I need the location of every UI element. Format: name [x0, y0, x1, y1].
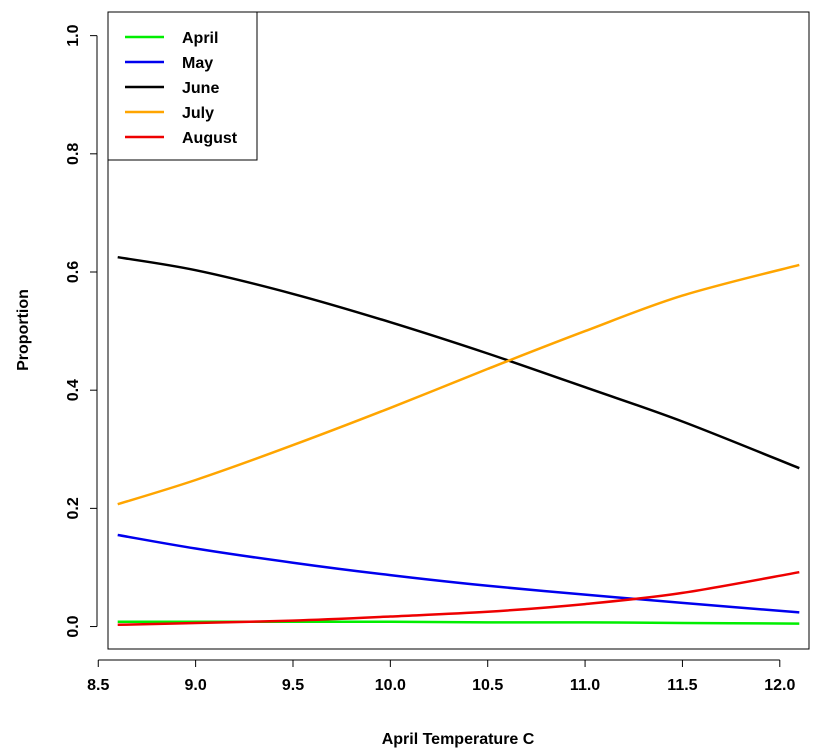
- x-tick-label: 12.0: [764, 677, 795, 694]
- series-line-july: [117, 263, 800, 506]
- x-tick-label: 11.5: [667, 677, 697, 694]
- x-axis-label: April Temperature C: [382, 731, 535, 748]
- legend: April May June July August: [107, 11, 258, 161]
- y-tick-label: 0.4: [65, 379, 82, 401]
- y-tick-label: 1.0: [65, 24, 82, 46]
- y-axis: 0.0 0.2 0.4 0.6 0.8 1.0: [65, 24, 98, 638]
- y-tick-label: 0.2: [65, 497, 82, 519]
- legend-label-may: May: [182, 55, 213, 72]
- x-tick-label: 9.0: [185, 677, 207, 694]
- series-line-may: [117, 533, 800, 614]
- y-tick-label: 0.0: [65, 615, 82, 637]
- x-tick-label: 9.5: [282, 677, 304, 694]
- legend-label-august: August: [182, 130, 238, 147]
- x-tick-label: 10.5: [472, 677, 503, 694]
- y-tick-label: 0.6: [65, 261, 82, 283]
- x-axis: 8.5 9.0 9.5 10.0 10.5 11.0 11.5 12.0: [87, 659, 795, 694]
- y-axis-label: Proportion: [15, 289, 32, 371]
- x-tick-label: 11.0: [570, 677, 600, 694]
- y-tick-label: 0.8: [65, 143, 82, 165]
- plot-frame: [107, 11, 810, 650]
- legend-label-april: April: [182, 30, 218, 47]
- x-tick-label: 8.5: [87, 677, 109, 694]
- series-line-june: [117, 255, 800, 470]
- series-lines: [117, 255, 800, 627]
- series-line-august: [117, 570, 800, 627]
- legend-label-july: July: [182, 105, 214, 122]
- x-tick-label: 10.0: [375, 677, 406, 694]
- legend-label-june: June: [182, 80, 219, 97]
